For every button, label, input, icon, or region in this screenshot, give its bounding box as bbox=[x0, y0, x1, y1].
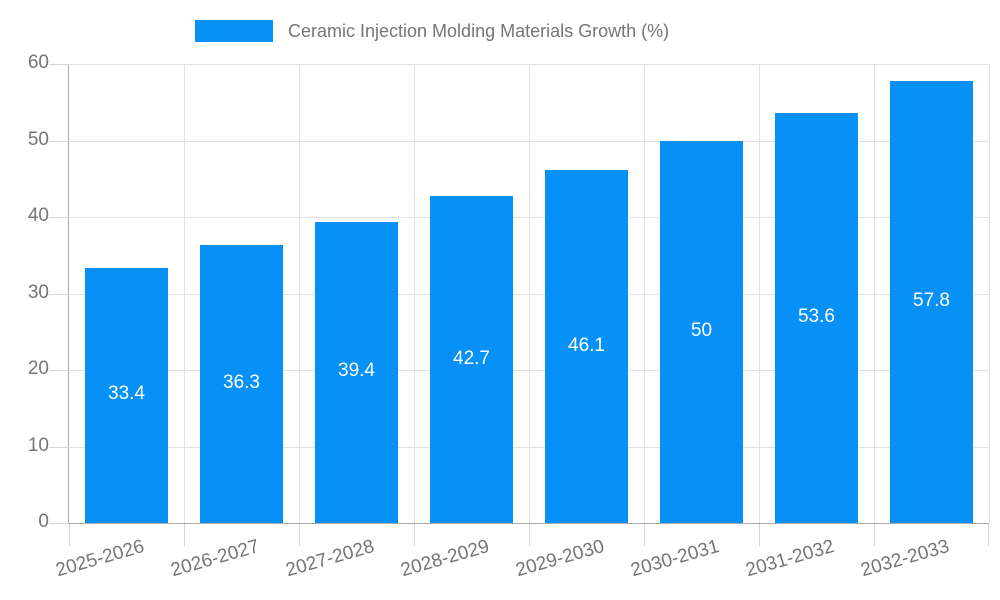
bar[interactable]: 33.4 bbox=[85, 267, 168, 523]
legend-swatch-icon bbox=[195, 20, 273, 42]
x-axis-tick bbox=[874, 524, 875, 546]
y-axis-tick-label: 0 bbox=[38, 511, 49, 532]
y-axis-tick bbox=[49, 523, 69, 524]
x-axis-category-label: 2026-2027 bbox=[168, 536, 262, 582]
bar-value-label: 53.6 bbox=[798, 305, 835, 327]
x-gridline bbox=[414, 64, 415, 523]
legend[interactable]: Ceramic Injection Molding Materials Grow… bbox=[195, 20, 669, 42]
x-axis-tick bbox=[299, 524, 300, 546]
bar[interactable]: 36.3 bbox=[200, 245, 283, 523]
plot-area: 0 10 20 30 40 50 60 33.4 2025-2026 36.3 2026-2027 3… bbox=[28, 52, 990, 581]
bar[interactable]: 57.8 bbox=[890, 80, 973, 523]
bar-value-label: 33.4 bbox=[108, 383, 145, 405]
x-axis-category-label: 2027-2028 bbox=[283, 536, 377, 582]
y-axis-tick bbox=[49, 217, 69, 218]
x-axis-category-label: 2030-2031 bbox=[628, 536, 722, 582]
y-axis-tick-label: 20 bbox=[27, 358, 49, 379]
bar-value-label: 57.8 bbox=[913, 289, 950, 311]
x-gridline bbox=[529, 64, 530, 523]
x-gridline bbox=[759, 64, 760, 523]
x-axis-category-label: 2025-2026 bbox=[53, 536, 147, 582]
y-axis-tick bbox=[49, 293, 69, 295]
x-gridline bbox=[299, 64, 300, 523]
y-axis-tick bbox=[49, 370, 69, 371]
x-axis-category-label: 2029-2030 bbox=[513, 536, 607, 582]
y-axis-tick-label: 10 bbox=[27, 434, 49, 456]
y-axis-tick-label: 40 bbox=[27, 205, 49, 226]
bar-value-label: 42.7 bbox=[453, 347, 490, 369]
x-axis-category-label: 2032-2033 bbox=[858, 536, 952, 582]
x-axis-category-label: 2031-2032 bbox=[743, 536, 837, 582]
legend-label: Ceramic Injection Molding Materials Grow… bbox=[288, 21, 670, 41]
x-axis-tick bbox=[529, 524, 530, 546]
y-axis-tick bbox=[49, 140, 69, 142]
x-gridline bbox=[184, 64, 185, 523]
x-axis-tick bbox=[644, 524, 645, 546]
x-gridline bbox=[874, 64, 875, 523]
bar[interactable]: 46.1 bbox=[545, 170, 628, 523]
y-axis-tick bbox=[49, 446, 69, 448]
bar[interactable]: 50 bbox=[660, 140, 743, 523]
y-axis-tick-label: 60 bbox=[27, 52, 49, 73]
x-gridline bbox=[644, 64, 645, 523]
bar[interactable]: 39.4 bbox=[315, 221, 398, 523]
bar-value-label: 39.4 bbox=[338, 360, 375, 382]
x-axis-tick bbox=[414, 524, 415, 546]
bar-value-label: 50 bbox=[690, 319, 713, 341]
y-axis-tick-label: 30 bbox=[27, 281, 49, 303]
bar-value-label: 46.1 bbox=[568, 334, 605, 356]
y-axis-tick bbox=[49, 64, 69, 65]
x-axis-tick bbox=[988, 524, 989, 546]
bar[interactable]: 42.7 bbox=[430, 196, 513, 523]
x-gridline bbox=[989, 64, 990, 523]
x-axis-tick bbox=[759, 524, 760, 546]
y-axis-tick-label: 50 bbox=[27, 128, 49, 150]
bar[interactable]: 53.6 bbox=[775, 112, 858, 523]
x-axis-tick bbox=[184, 524, 185, 546]
x-axis-tick bbox=[69, 524, 70, 546]
bar-value-label: 36.3 bbox=[223, 372, 260, 394]
x-axis-category-label: 2028-2029 bbox=[398, 536, 492, 582]
